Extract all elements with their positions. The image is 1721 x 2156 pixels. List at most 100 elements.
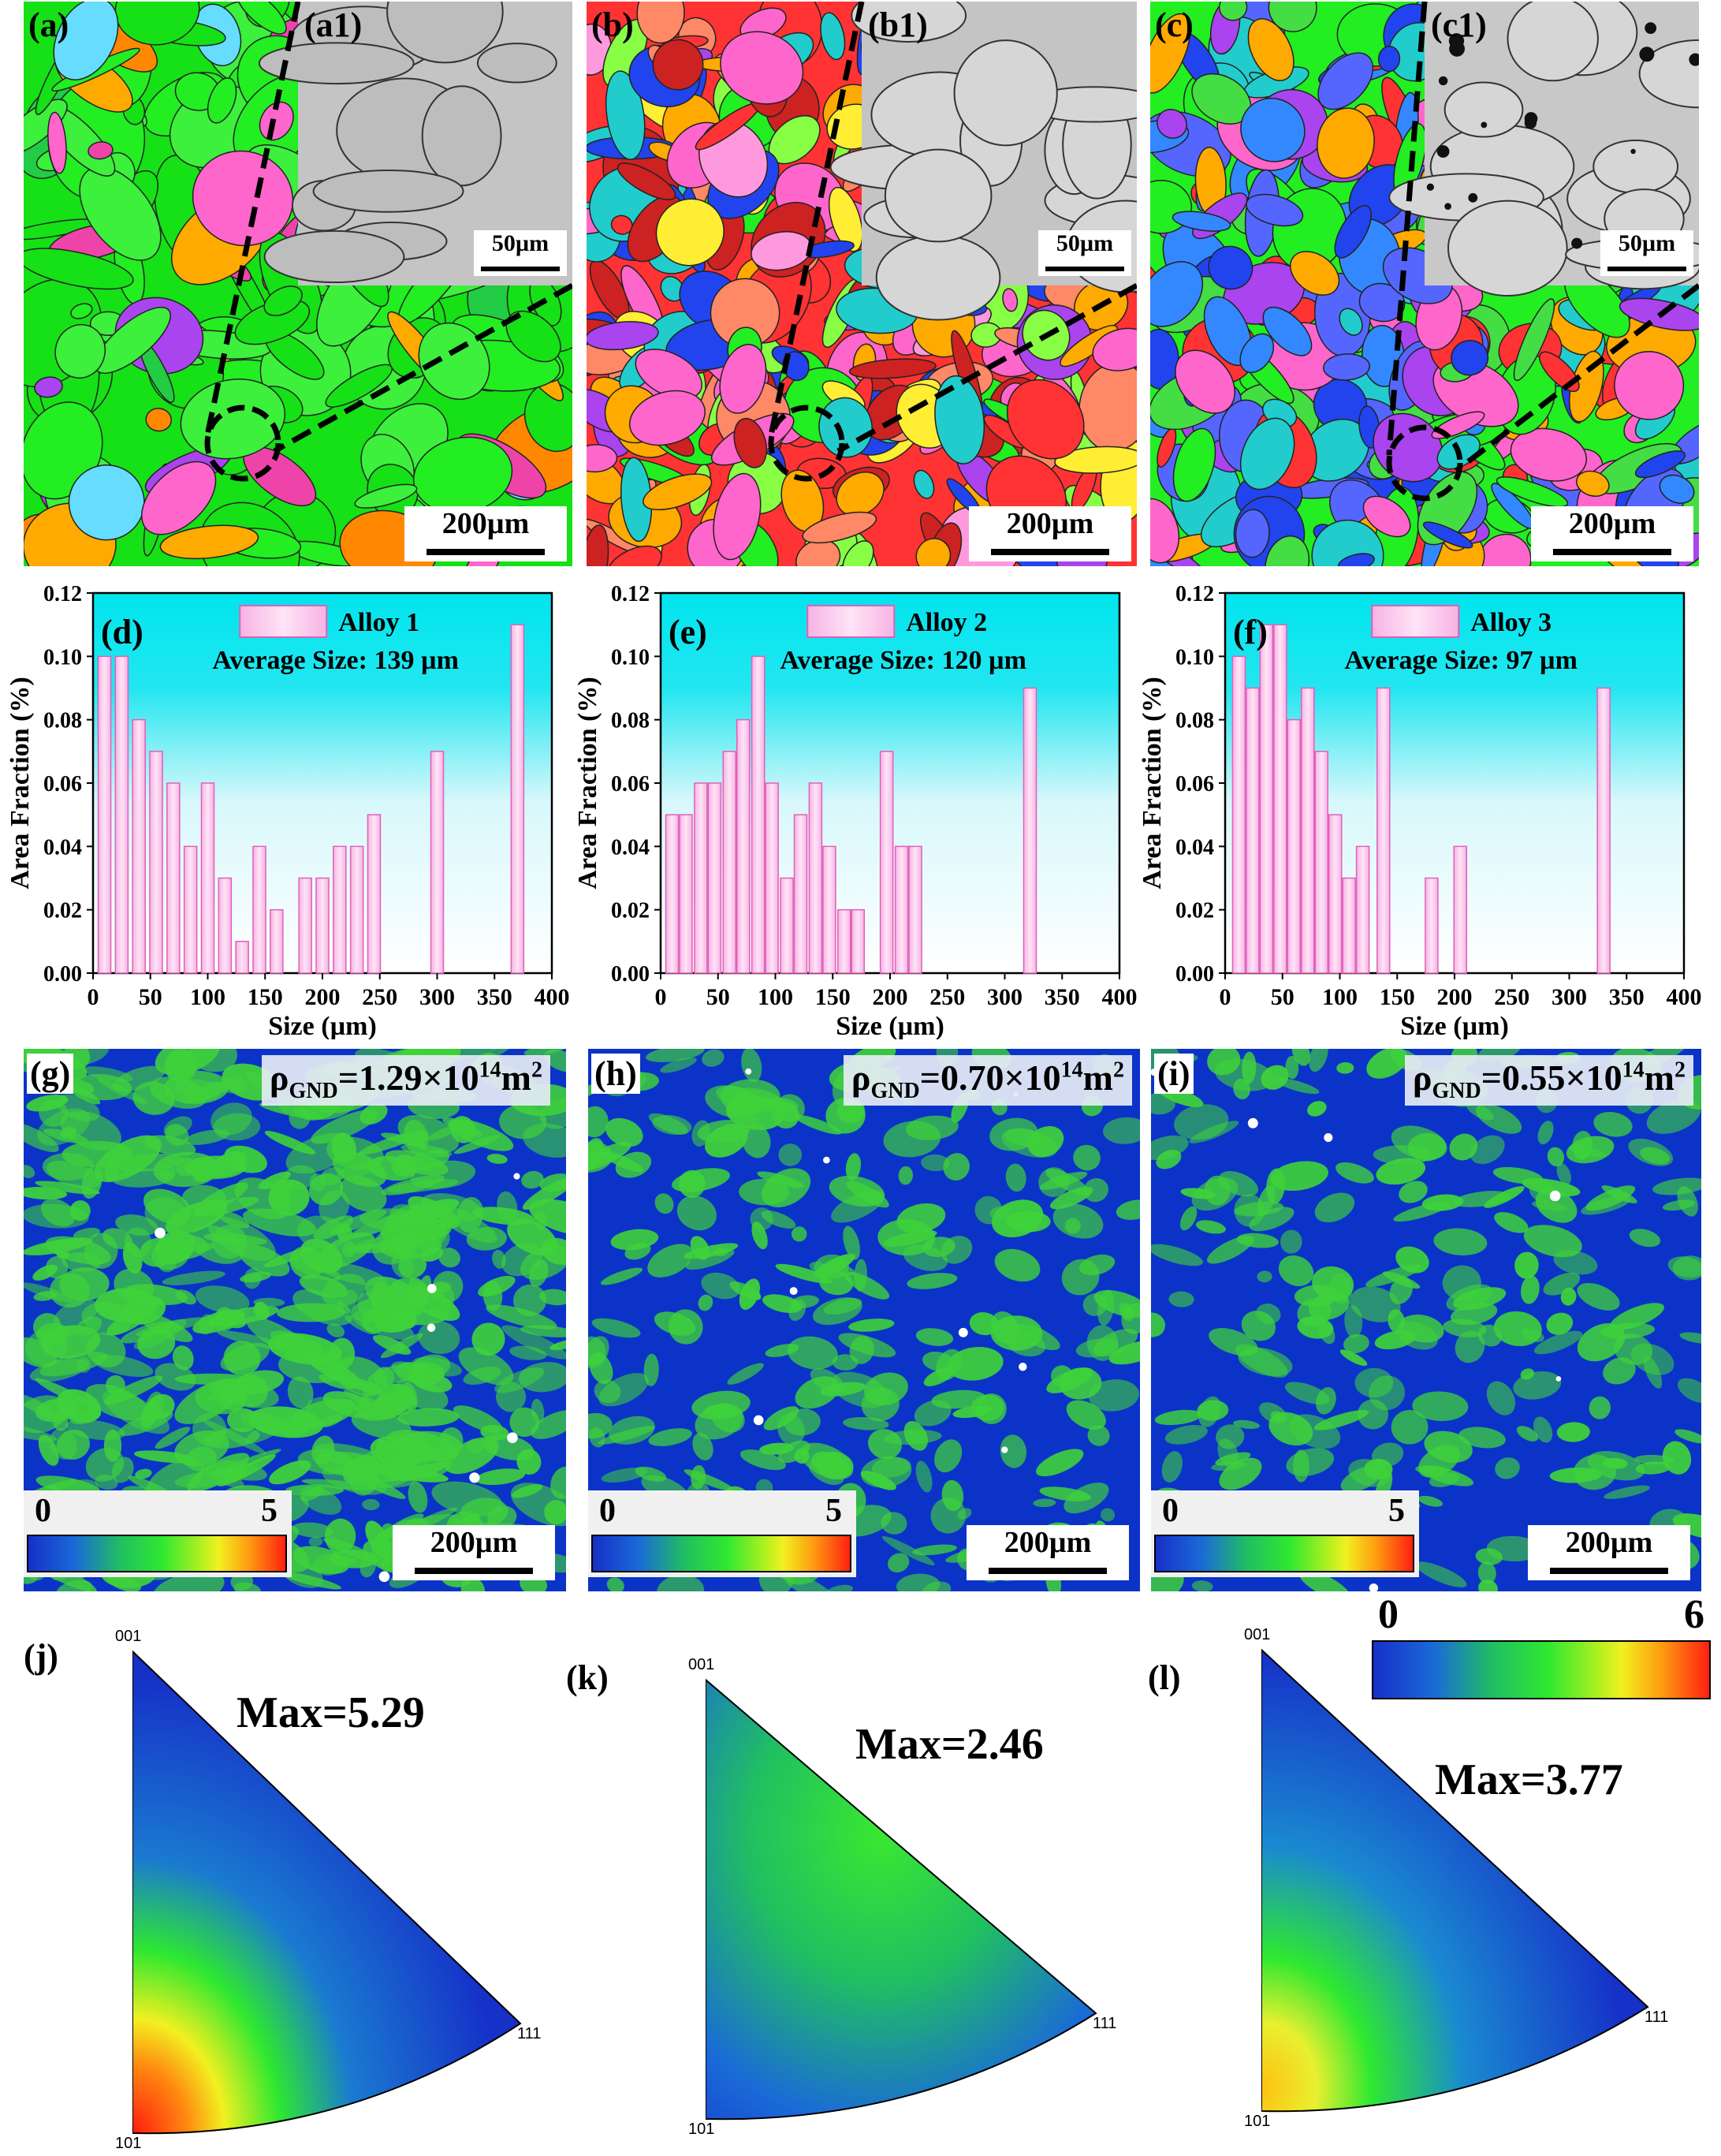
- ebsd-map-2: (b) (b1) 50µm 200µm: [587, 2, 1137, 566]
- gnd-density: ρGND=1.29×1014m2: [261, 1055, 550, 1106]
- histogram-bar: [114, 655, 129, 974]
- y-tick-label: 0.00: [43, 962, 82, 987]
- pole-001-label: 001: [688, 1656, 715, 1673]
- panel-label: (c): [1155, 6, 1194, 44]
- x-tick-label: 300: [419, 984, 455, 1010]
- x-tick-label: 400: [1102, 984, 1138, 1010]
- y-axis-label: Area Fraction (%): [1138, 677, 1167, 889]
- histogram-bar: [908, 845, 922, 974]
- histogram-bar: [1425, 877, 1439, 974]
- x-tick-label: 400: [535, 984, 570, 1010]
- histogram-bar: [333, 845, 347, 974]
- pole-111-label: 111: [1645, 2009, 1669, 2026]
- x-tick-label: 200: [873, 984, 908, 1010]
- histogram-bar: [298, 877, 312, 974]
- scale-bar: 200µm: [404, 506, 567, 561]
- x-tick-label: 50: [1271, 984, 1294, 1010]
- histogram-bar: [510, 624, 525, 974]
- scale-bar: 200µm: [393, 1525, 555, 1580]
- y-tick-label: 0.02: [1175, 899, 1214, 923]
- histogram-bar: [235, 941, 249, 974]
- inset-label: (c1): [1431, 6, 1487, 44]
- ipf-colorbar-max: 6: [1684, 1592, 1704, 1637]
- max-intensity: Max=2.46: [855, 1720, 1044, 1769]
- y-tick-label: 0.08: [611, 709, 650, 733]
- y-tick-label: 0.02: [611, 899, 650, 923]
- y-tick-label: 0.04: [611, 835, 650, 860]
- x-tick-label: 200: [305, 984, 341, 1010]
- x-tick-label: 100: [1322, 984, 1358, 1010]
- y-tick-label: 0.04: [43, 835, 82, 860]
- x-tick-label: 250: [362, 984, 397, 1010]
- x-tick-label: 150: [248, 984, 283, 1010]
- histogram-bar: [679, 814, 693, 974]
- panel-label: (f): [1233, 613, 1268, 651]
- y-tick-label: 0.06: [611, 772, 650, 796]
- pole-001-label: 001: [115, 1628, 142, 1645]
- panel-label: (i): [1154, 1054, 1194, 1094]
- legend-entry: Alloy 1: [338, 608, 419, 637]
- y-tick-label: 0.06: [1175, 772, 1214, 796]
- histogram-2: 0 50 100 150 200 250 300 350 400 0.00 0.02 0.04 0.06…: [568, 582, 1151, 1041]
- ebsd-map-1: (a) (a1) 50µm 200µm: [24, 2, 572, 566]
- scale-bar: 200µm: [1531, 506, 1693, 561]
- histogram-bar: [1376, 687, 1391, 974]
- panel-label: (g): [27, 1054, 74, 1094]
- gnd-colorbar: 0 5: [1151, 1490, 1419, 1577]
- x-tick-label: 50: [706, 984, 730, 1010]
- gnd-map-2: (h) ρGND=0.70×1014m2 0 5 200µm: [588, 1049, 1140, 1591]
- histogram-bar: [1023, 687, 1037, 974]
- y-tick-label: 0.06: [43, 772, 82, 796]
- x-tick-label: 100: [190, 984, 225, 1010]
- histogram-bar: [166, 782, 181, 974]
- histogram-bar: [1596, 687, 1611, 974]
- y-tick-label: 0.10: [43, 645, 82, 670]
- histogram-bar: [1231, 655, 1246, 974]
- pole-101-label: 101: [1244, 2113, 1271, 2130]
- x-tick-label: 400: [1667, 984, 1702, 1010]
- y-tick-label: 0.12: [611, 582, 650, 606]
- inset-scale-bar: 50µm: [474, 230, 567, 276]
- ipf-colorbar-min: 0: [1378, 1592, 1399, 1637]
- histogram-3: 0 50 100 150 200 250 300 350 400 0.00 0.02 0.04 0.06…: [1132, 582, 1715, 1041]
- x-tick-label: 150: [1380, 984, 1415, 1010]
- x-tick-label: 350: [1045, 984, 1080, 1010]
- x-tick-label: 300: [1552, 984, 1587, 1010]
- y-tick-label: 0.12: [43, 582, 82, 606]
- pole-001-label: 001: [1244, 1626, 1271, 1643]
- inset-label: (b1): [868, 6, 928, 44]
- histogram-bar: [879, 751, 894, 974]
- histogram-bar: [132, 718, 146, 974]
- histogram-bar: [1273, 624, 1287, 974]
- x-axis-label: Size (µm): [836, 1012, 944, 1039]
- panel-label: (e): [669, 613, 707, 651]
- histogram-bar: [315, 877, 330, 974]
- inset-scale-bar: 50µm: [1038, 230, 1131, 276]
- y-tick-label: 0.10: [1175, 645, 1214, 670]
- x-tick-label: 0: [1220, 984, 1231, 1010]
- histogram-bar: [837, 908, 851, 974]
- inverse-pole-figure-1: [132, 1650, 568, 2139]
- y-axis-label: Area Fraction (%): [6, 677, 35, 889]
- histogram-bar: [149, 751, 163, 974]
- panel-label: (j): [24, 1637, 58, 1676]
- x-axis-label: Size (µm): [1400, 1012, 1509, 1039]
- y-tick-label: 0.10: [611, 645, 650, 670]
- x-tick-label: 350: [1609, 984, 1645, 1010]
- gnd-map-3: (i) ρGND=0.55×1014m2 0 5 200µm: [1151, 1049, 1701, 1591]
- panel-label: (b): [591, 6, 634, 44]
- average-size-annotation: Average Size: 139 µm: [212, 646, 459, 675]
- y-tick-label: 0.00: [1175, 962, 1214, 987]
- histogram-bar: [200, 782, 215, 974]
- histogram-bar: [808, 782, 823, 974]
- panel-label: (d): [101, 613, 143, 651]
- gnd-density: ρGND=0.55×1014m2: [1404, 1055, 1693, 1106]
- x-tick-label: 100: [758, 984, 793, 1010]
- y-tick-label: 0.08: [1175, 709, 1214, 733]
- x-tick-label: 150: [815, 984, 851, 1010]
- x-tick-label: 350: [477, 984, 512, 1010]
- ipf-colorbar: 0 6: [1372, 1592, 1711, 1699]
- histogram-bar: [1314, 751, 1328, 974]
- gnd-colorbar: 0 5: [24, 1490, 292, 1577]
- histogram-1: 0 50 100 150 200 250 300 350 400 0.00 0.02 0.04 0.06…: [0, 582, 583, 1041]
